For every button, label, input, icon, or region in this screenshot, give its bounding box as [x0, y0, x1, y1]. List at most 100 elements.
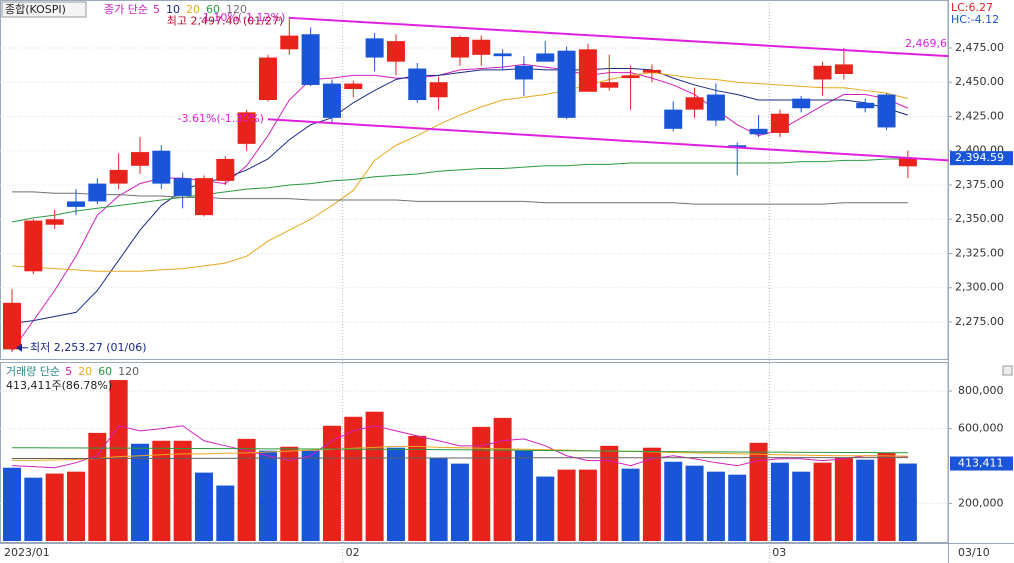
legend-entry: 120: [118, 365, 139, 378]
candle-body: [877, 94, 896, 128]
volume-bar: [749, 442, 768, 541]
legend-box-label: 종합(KOSPI): [5, 3, 66, 16]
trendline-label: -3.61%(-1.30%): [178, 112, 264, 125]
candle-body: [536, 53, 555, 62]
candle-body: [109, 169, 128, 184]
candle-body: [280, 35, 299, 50]
candle-body: [642, 69, 661, 73]
legend-entry: 5: [65, 365, 72, 378]
close-button[interactable]: [1002, 365, 1013, 376]
candle-body: [472, 39, 491, 55]
max-annotation: 최고 2,497.40 (01/27): [167, 14, 284, 27]
y-tick-label: 2,375.00: [955, 178, 1004, 191]
candle-body: [45, 219, 64, 225]
volume-bar: [130, 443, 149, 541]
candle-body: [66, 201, 85, 207]
corner-label: HC:-4.12: [951, 13, 999, 26]
volume-bar: [344, 416, 363, 541]
legend-prefix: 종가 단순: [104, 3, 148, 16]
candle-body: [600, 82, 619, 88]
legend-entry: 20: [186, 3, 200, 16]
candle-body: [408, 68, 427, 101]
volume-bar: [770, 462, 789, 541]
volume-bar: [3, 467, 21, 541]
volume-bar: [237, 438, 256, 541]
y-tick-label: 2,425.00: [955, 109, 1004, 122]
trendline-label: 2,469,6: [905, 37, 947, 50]
volume-bar: [258, 450, 277, 541]
last-price-box: [950, 151, 1013, 166]
candle-body: [322, 83, 341, 118]
volume-bar: [301, 450, 320, 541]
y-tick-label: 2,350.00: [955, 212, 1004, 225]
volume-bar: [898, 463, 917, 541]
ma-line: [12, 447, 908, 454]
volume-bar: [706, 471, 725, 541]
volume-bar: [664, 461, 683, 541]
candle-body: [792, 98, 811, 109]
volume-bar: [536, 476, 555, 541]
candle-body: [301, 34, 320, 85]
volume-bar: [792, 471, 811, 541]
candle-body: [88, 183, 107, 202]
volume-bar: [621, 468, 640, 541]
volume-bar: [280, 446, 299, 541]
volume-bar: [834, 457, 853, 541]
candle-body: [173, 178, 192, 196]
last-volume-box: [950, 456, 1013, 471]
ma-line: [11, 425, 908, 469]
trendline: [267, 118, 949, 162]
volume-bar: [194, 472, 213, 541]
candle-body: [450, 36, 469, 58]
candle-body: [237, 112, 256, 144]
candle-body: [813, 65, 832, 80]
volume-bar: [429, 457, 448, 541]
volume-bar: [813, 462, 832, 541]
volume-bar: [472, 426, 491, 541]
y-tick-label: 2,325.00: [955, 246, 1004, 259]
volume-bar: [88, 432, 107, 541]
volume-bar: [45, 473, 64, 541]
legend-box: [1, 1, 87, 18]
volume-bar: [557, 469, 576, 541]
corner-label: LC:6.27: [951, 1, 993, 14]
candle-body: [706, 94, 725, 121]
annotation-arrow: [16, 343, 22, 352]
candle-body: [898, 158, 917, 167]
volume-bar: [24, 477, 43, 541]
volume-bar: [685, 465, 704, 541]
x-tick-label: 02: [346, 546, 360, 559]
candle-body: [664, 109, 683, 129]
y-tick-label: 2,450.00: [955, 75, 1004, 88]
candle-body: [386, 41, 405, 62]
volume-info: 413,411주(86.78%): [6, 379, 112, 392]
volume-bar: [386, 447, 405, 541]
volume-bar: [109, 380, 128, 541]
candle-body: [216, 158, 235, 181]
ma-line: [12, 445, 908, 461]
ma-line: [12, 457, 908, 460]
candle-body: [493, 53, 512, 57]
ma-line: [11, 68, 909, 324]
volume-bar: [877, 452, 896, 541]
last-price-label: 2,394.59: [955, 151, 1004, 164]
candle-body: [685, 97, 704, 110]
legend-entry: 60: [98, 365, 112, 378]
last-volume-label: 413,411: [958, 457, 1004, 470]
volume-bar: [493, 417, 512, 541]
candle-body: [130, 152, 149, 166]
candle-body: [749, 128, 768, 135]
candle-body: [24, 220, 43, 272]
trendline: [289, 16, 949, 58]
candle-body: [365, 38, 384, 58]
volume-bar: [408, 435, 427, 541]
volume-bar: [322, 425, 341, 541]
trendline-label: -1.10%(-1.12%): [199, 11, 285, 24]
y-tick-label: 800,000: [958, 384, 1004, 397]
y-tick-label: 2,300.00: [955, 281, 1004, 294]
legend-entry: 10: [166, 3, 180, 16]
candle-body: [770, 113, 789, 133]
volume-bar: [578, 469, 597, 541]
volume-bar: [365, 411, 384, 541]
